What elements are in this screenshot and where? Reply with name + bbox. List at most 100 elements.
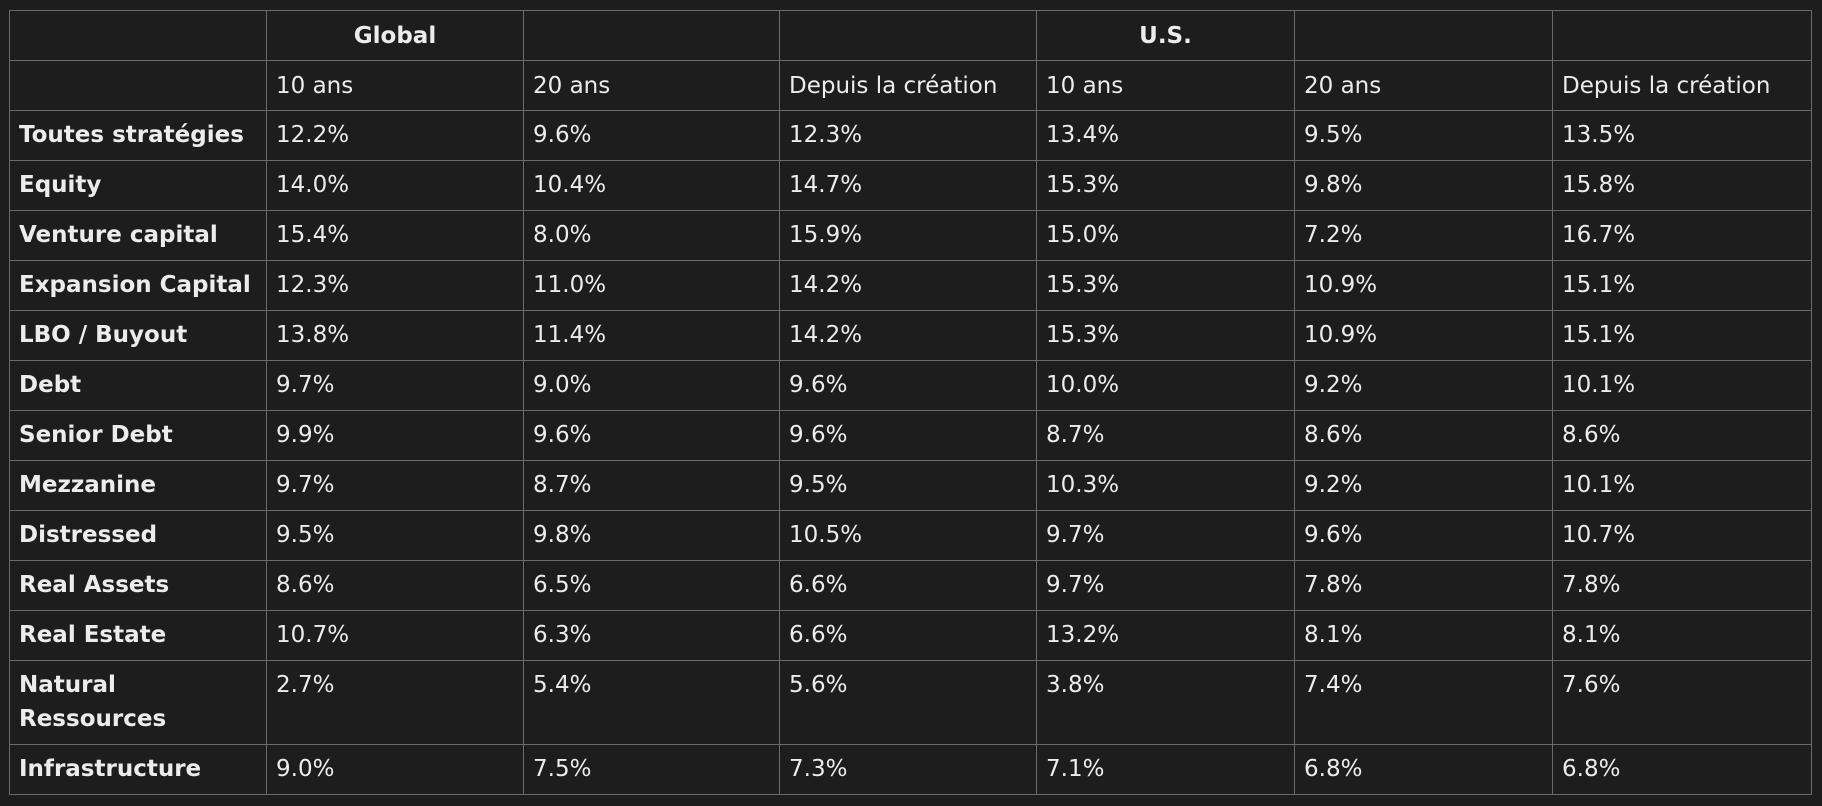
table-row: Natural Ressources 2.7% 5.4% 5.6% 3.8% 7.4% 7.… [9,660,1812,745]
table-cell: 15.3% [1036,160,1295,211]
table-cell: 9.6% [1294,510,1553,561]
table-row: Senior Debt 9.9% 9.6% 9.6% 8.7% 8.6% 8.6% [9,410,1812,461]
table-cell: 14.7% [779,160,1037,211]
table-cell: 13.4% [1036,110,1295,161]
table-row: Expansion Capital 12.3% 11.0% 14.2% 15.3% 10.… [9,260,1812,311]
row-label: Debt [9,360,267,411]
table-cell: 9.8% [1294,160,1553,211]
table-row: Mezzanine 9.7% 8.7% 9.5% 10.3% 9.2% 10.1% [9,460,1812,511]
row-label: LBO / Buyout [9,310,267,361]
table-row: Debt 9.7% 9.0% 9.6% 10.0% 9.2% 10.1% [9,360,1812,411]
table-cell: 9.6% [523,110,780,161]
table-cell: 9.6% [779,360,1037,411]
table-row: Equity 14.0% 10.4% 14.7% 15.3% 9.8% 15.8% [9,160,1812,211]
table-cell: 13.8% [266,310,524,361]
table-row: Real Estate 10.7% 6.3% 6.6% 13.2% 8.1% 8.1% [9,610,1812,661]
table-cell: 9.6% [523,410,780,461]
table-cell: 10.0% [1036,360,1295,411]
table-cell: 9.7% [266,460,524,511]
table-cell: 7.4% [1294,660,1553,745]
table-cell: 10.4% [523,160,780,211]
group-header-cell [9,10,267,61]
table-cell: 16.7% [1552,210,1812,261]
table-row: Toutes stratégies 12.2% 9.6% 12.3% 13.4% 9.5%… [9,110,1812,161]
table-cell: 10.7% [266,610,524,661]
table-cell: 9.2% [1294,360,1553,411]
table-cell: 8.1% [1294,610,1553,661]
table-cell: 7.8% [1294,560,1553,611]
table-cell: 9.7% [1036,560,1295,611]
table-cell: 15.1% [1552,310,1812,361]
table-cell: 8.6% [1552,410,1812,461]
table-cell: 3.8% [1036,660,1295,745]
table-cell: 2.7% [266,660,524,745]
table-cell: 6.3% [523,610,780,661]
row-label: Toutes stratégies [9,110,267,161]
row-label: Equity [9,160,267,211]
table-cell: 6.8% [1294,744,1553,795]
table-cell: 15.3% [1036,310,1295,361]
table-cell: 9.0% [523,360,780,411]
table-cell: 9.5% [1294,110,1553,161]
returns-table-container: Global U.S. 10 ans 20 ans Depuis la créa… [9,10,1812,795]
table-cell: 6.8% [1552,744,1812,795]
row-label: Mezzanine [9,460,267,511]
sub-header-cell: 10 ans [266,60,524,111]
table-cell: 7.5% [523,744,780,795]
sub-header-cell: Depuis la création [1552,60,1812,111]
table-cell: 9.5% [266,510,524,561]
row-label: Senior Debt [9,410,267,461]
sub-header-row: 10 ans 20 ans Depuis la création 10 ans … [9,60,1812,111]
table-cell: 8.1% [1552,610,1812,661]
sub-header-cell: Depuis la création [779,60,1037,111]
row-label: Real Assets [9,560,267,611]
table-cell: 8.6% [266,560,524,611]
table-cell: 9.2% [1294,460,1553,511]
table-cell: 15.3% [1036,260,1295,311]
table-cell: 11.0% [523,260,780,311]
table-cell: 12.2% [266,110,524,161]
table-cell: 5.4% [523,660,780,745]
table-cell: 8.6% [1294,410,1553,461]
group-header-global: Global [266,10,524,61]
group-header-row: Global U.S. [9,10,1812,61]
sub-header-cell: 10 ans [1036,60,1295,111]
table-cell: 10.1% [1552,360,1812,411]
group-header-cell [1552,10,1812,61]
table-cell: 9.0% [266,744,524,795]
table-cell: 8.7% [1036,410,1295,461]
table-cell: 15.1% [1552,260,1812,311]
table-cell: 9.7% [1036,510,1295,561]
table-cell: 15.0% [1036,210,1295,261]
table-cell: 9.7% [266,360,524,411]
table-row: LBO / Buyout 13.8% 11.4% 14.2% 15.3% 10.9% 15.… [9,310,1812,361]
table-cell: 10.3% [1036,460,1295,511]
table-cell: 7.1% [1036,744,1295,795]
table-cell: 10.5% [779,510,1037,561]
table-cell: 14.2% [779,310,1037,361]
row-label: Distressed [9,510,267,561]
table-cell: 9.5% [779,460,1037,511]
table-cell: 6.5% [523,560,780,611]
table-cell: 15.4% [266,210,524,261]
sub-header-cell: 20 ans [523,60,780,111]
table-cell: 6.6% [779,560,1037,611]
table-cell: 5.6% [779,660,1037,745]
table-cell: 15.8% [1552,160,1812,211]
table-cell: 10.9% [1294,260,1553,311]
table-cell: 8.0% [523,210,780,261]
row-label: Infrastructure [9,744,267,795]
table-cell: 8.7% [523,460,780,511]
table-cell: 9.9% [266,410,524,461]
returns-table: Global U.S. 10 ans 20 ans Depuis la créa… [9,10,1812,795]
table-cell: 7.3% [779,744,1037,795]
group-header-cell [779,10,1037,61]
table-cell: 7.2% [1294,210,1553,261]
table-cell: 6.6% [779,610,1037,661]
table-cell: 10.7% [1552,510,1812,561]
table-cell: 10.1% [1552,460,1812,511]
row-label: Natural Ressources [9,660,267,745]
sub-header-cell [9,60,267,111]
group-header-us: U.S. [1036,10,1295,61]
table-cell: 12.3% [779,110,1037,161]
